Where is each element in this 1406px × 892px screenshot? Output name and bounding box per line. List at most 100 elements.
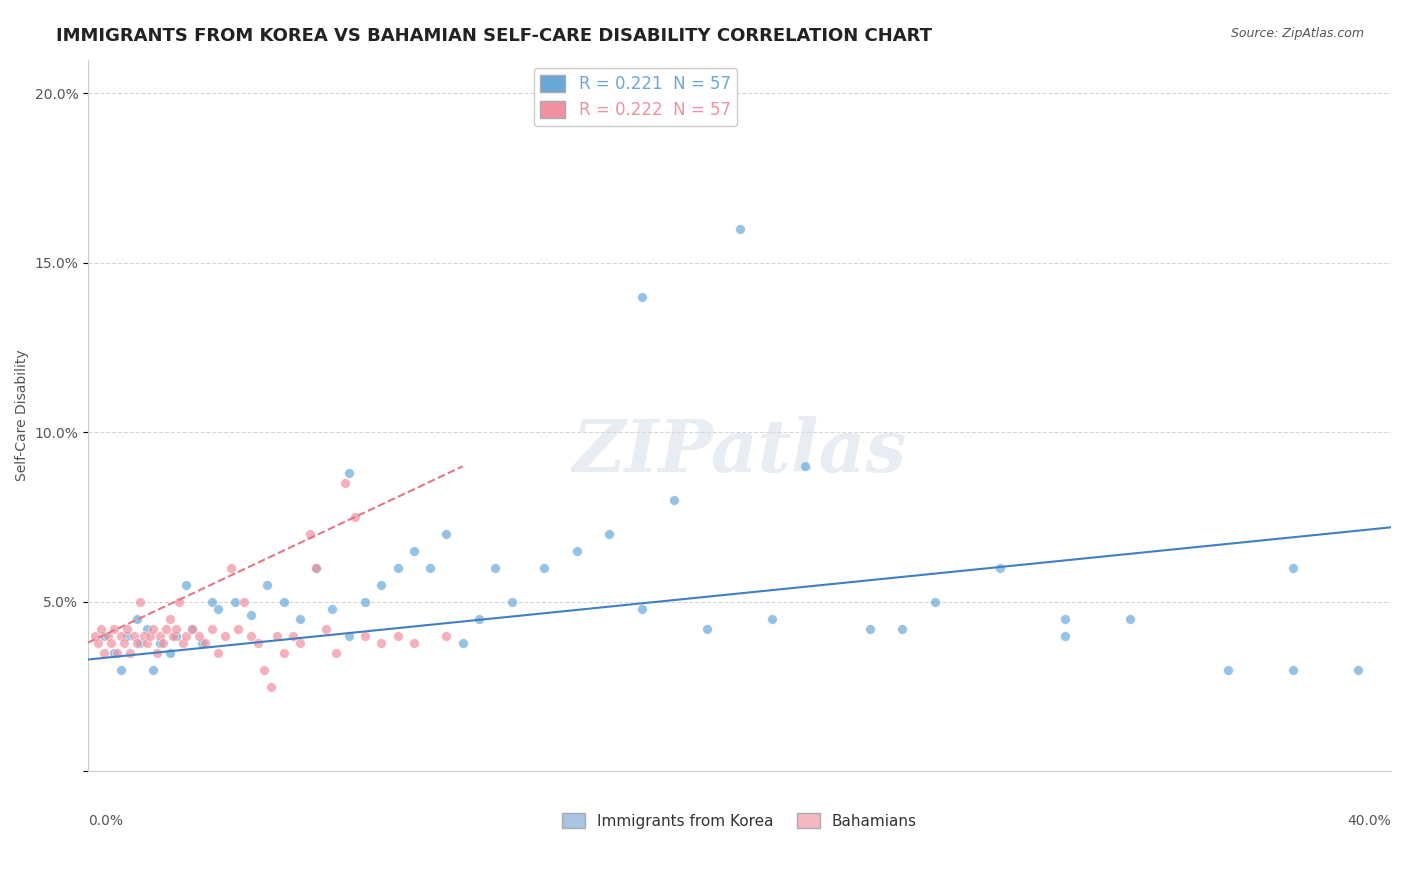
Point xyxy=(174,629,197,643)
Point xyxy=(181,622,204,636)
Point xyxy=(256,578,278,592)
Point xyxy=(112,635,135,649)
Point xyxy=(484,561,506,575)
Point xyxy=(1054,612,1077,626)
Point xyxy=(1282,663,1305,677)
Point xyxy=(100,635,122,649)
Point xyxy=(169,595,191,609)
Point xyxy=(194,635,217,649)
Point xyxy=(266,629,288,643)
Point xyxy=(283,629,305,643)
Point xyxy=(859,622,882,636)
Point xyxy=(325,646,347,660)
Point xyxy=(224,595,246,609)
Point xyxy=(1347,663,1369,677)
Point xyxy=(159,612,181,626)
Point xyxy=(288,612,311,626)
Point xyxy=(631,290,654,304)
Point xyxy=(387,629,409,643)
Point xyxy=(419,561,441,575)
Point xyxy=(598,527,620,541)
Point xyxy=(387,561,409,575)
Text: ZIPatlas: ZIPatlas xyxy=(572,416,907,486)
Y-axis label: Self-Care Disability: Self-Care Disability xyxy=(15,350,30,482)
Point xyxy=(149,635,172,649)
Text: Source: ZipAtlas.com: Source: ZipAtlas.com xyxy=(1230,27,1364,40)
Point xyxy=(924,595,946,609)
Point xyxy=(321,601,343,615)
Text: IMMIGRANTS FROM KOREA VS BAHAMIAN SELF-CARE DISABILITY CORRELATION CHART: IMMIGRANTS FROM KOREA VS BAHAMIAN SELF-C… xyxy=(56,27,932,45)
Point xyxy=(436,629,458,643)
Point xyxy=(288,635,311,649)
Point xyxy=(565,544,588,558)
Point xyxy=(891,622,914,636)
Point xyxy=(129,595,152,609)
Point xyxy=(110,629,132,643)
Point xyxy=(664,493,686,508)
Point xyxy=(103,622,125,636)
Point xyxy=(135,635,157,649)
Point xyxy=(335,476,357,491)
Point xyxy=(191,635,214,649)
Point xyxy=(402,635,425,649)
Point xyxy=(142,663,165,677)
Point xyxy=(145,646,167,660)
Point xyxy=(135,622,157,636)
Point xyxy=(259,680,281,694)
Point xyxy=(172,635,194,649)
Point xyxy=(1119,612,1142,626)
Point xyxy=(174,578,197,592)
Point xyxy=(1282,561,1305,575)
Point xyxy=(115,629,138,643)
Legend: Immigrants from Korea, Bahamians: Immigrants from Korea, Bahamians xyxy=(557,806,922,835)
Point xyxy=(305,561,328,575)
Point xyxy=(337,629,360,643)
Point xyxy=(233,595,256,609)
Point xyxy=(165,629,187,643)
Point xyxy=(159,646,181,660)
Point xyxy=(221,561,243,575)
Point xyxy=(122,629,145,643)
Point xyxy=(129,635,152,649)
Point xyxy=(370,578,392,592)
Point xyxy=(181,622,204,636)
Text: 0.0%: 0.0% xyxy=(89,814,124,828)
Point xyxy=(97,629,120,643)
Point xyxy=(305,561,328,575)
Point xyxy=(315,622,337,636)
Point xyxy=(631,601,654,615)
Point xyxy=(201,622,224,636)
Point xyxy=(125,635,148,649)
Point xyxy=(728,222,751,236)
Point xyxy=(226,622,249,636)
Point xyxy=(253,663,276,677)
Point xyxy=(107,646,129,660)
Point xyxy=(90,622,112,636)
Point xyxy=(139,629,162,643)
Point xyxy=(240,608,263,623)
Point xyxy=(451,635,474,649)
Point xyxy=(110,663,132,677)
Point xyxy=(93,646,115,660)
Point xyxy=(125,612,148,626)
Point xyxy=(120,646,142,660)
Point xyxy=(988,561,1011,575)
Point xyxy=(436,527,458,541)
Point xyxy=(468,612,491,626)
Point xyxy=(115,622,138,636)
Point xyxy=(370,635,392,649)
Point xyxy=(142,622,165,636)
Point xyxy=(354,629,377,643)
Point xyxy=(165,622,187,636)
Point xyxy=(246,635,269,649)
Point xyxy=(402,544,425,558)
Point xyxy=(207,646,229,660)
Point xyxy=(344,510,367,524)
Point xyxy=(240,629,263,643)
Point xyxy=(1054,629,1077,643)
Point xyxy=(298,527,321,541)
Point xyxy=(207,601,229,615)
Point xyxy=(152,635,174,649)
Text: 40.0%: 40.0% xyxy=(1347,814,1391,828)
Point xyxy=(1218,663,1240,677)
